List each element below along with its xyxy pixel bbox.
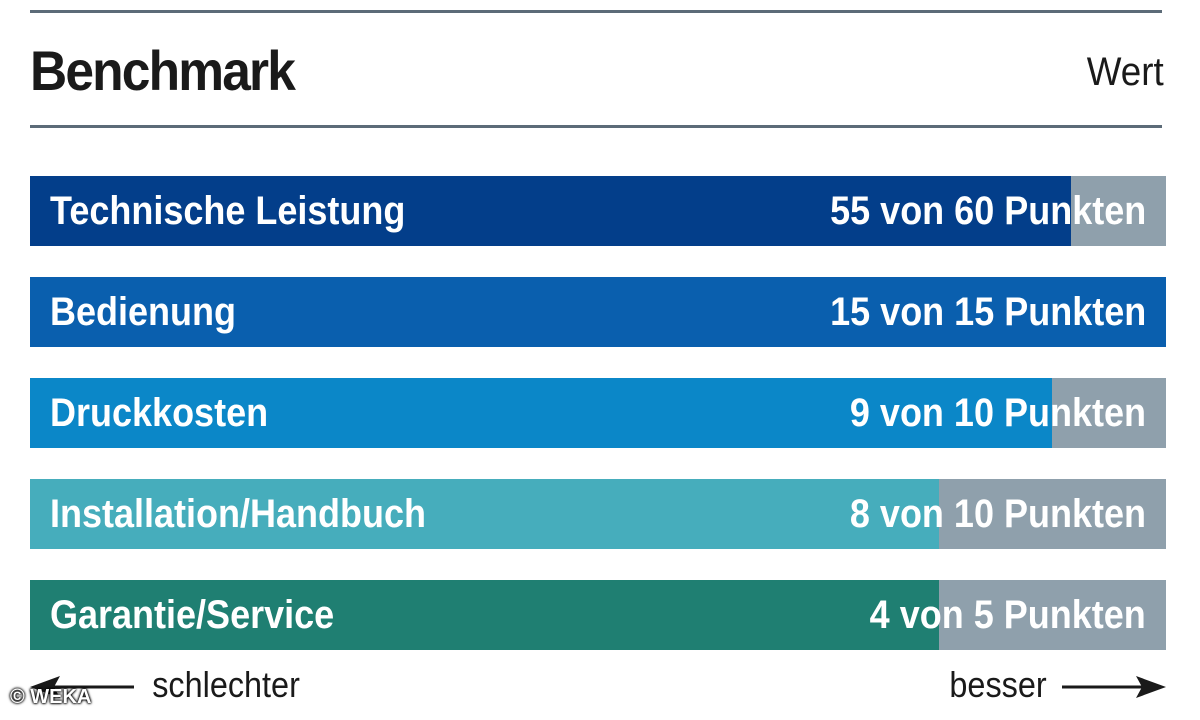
bar-1: Technische Leistung 55 von 60 Punkten	[30, 176, 1166, 246]
bar-label: Installation/Handbuch	[50, 492, 427, 536]
bar-fill	[30, 378, 1053, 448]
bar-fill	[30, 277, 1166, 347]
worse-label: schlechter	[152, 664, 300, 705]
bar-fill	[30, 176, 1072, 246]
bar-label: Garantie/Service	[50, 593, 335, 637]
chart-title: Benchmark	[30, 39, 296, 102]
bar-label: Technische Leistung	[50, 189, 406, 233]
bar-label: Bedienung	[50, 290, 237, 334]
bar-fill	[30, 580, 939, 650]
bar-value-label: 8 von 10 Punkten	[849, 492, 1146, 536]
better-label: besser	[949, 664, 1047, 705]
better-indicator: besser	[944, 660, 1166, 710]
copyright-watermark: © WEKA	[10, 686, 92, 708]
value-column-header: Wert	[1086, 50, 1164, 94]
bar-value-label: 55 von 60 Punkten	[829, 189, 1146, 233]
arrow-right-icon	[1062, 676, 1166, 699]
header-rule	[30, 125, 1162, 128]
bar-value-label: 4 von 5 Punkten	[869, 593, 1146, 637]
bar-label: Druckkosten	[50, 391, 269, 435]
bar-value-label: 15 von 15 Punkten	[829, 290, 1146, 334]
top-rule	[30, 10, 1162, 13]
bar-2: Bedienung 15 von 15 Punkten	[30, 277, 1166, 347]
bar-fill	[30, 479, 939, 549]
worse-indicator: schlechter	[30, 660, 308, 710]
arrow-left-icon	[30, 676, 134, 699]
bar-3: Druckkosten 9 von 10 Punkten	[30, 378, 1166, 448]
bar-4: Installation/Handbuch 8 von 10 Punkten	[30, 479, 1166, 549]
bar-value-label: 9 von 10 Punkten	[849, 391, 1146, 435]
bar-5: Garantie/Service 4 von 5 Punkten	[30, 580, 1166, 650]
